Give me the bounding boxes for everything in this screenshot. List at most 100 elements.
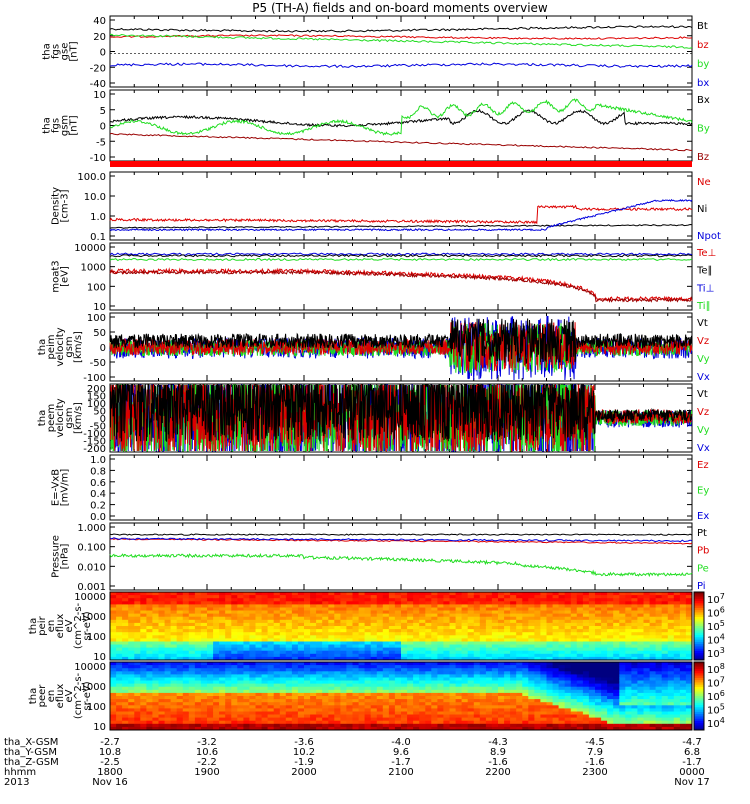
ion-spectrogram-cell (395, 629, 402, 633)
electron-spectrogram-cell (195, 721, 202, 725)
electron-spectrogram-cell (365, 681, 372, 685)
ion-spectrogram-cell (492, 598, 499, 602)
ion-spectrogram-cell (504, 635, 511, 639)
ion-spectrogram-cell (377, 638, 384, 642)
ion-spectrogram-cell (425, 635, 432, 639)
electron-spectrogram-cell (122, 708, 129, 712)
electron-spectrogram-cell (516, 693, 523, 697)
electron-spectrogram-cell (231, 684, 238, 688)
ion-spectrogram-cell (613, 604, 620, 608)
electron-spectrogram-cell (340, 693, 347, 697)
electron-spectrogram-cell (510, 724, 517, 728)
ion-spectrogram-cell (504, 651, 511, 655)
ion-spectrogram-cell (462, 635, 469, 639)
electron-spectrogram-cell (547, 684, 554, 688)
electron-spectrogram-cell (146, 687, 153, 691)
electron-spectrogram-cell (159, 708, 166, 712)
ion-spectrogram-cell (516, 614, 523, 618)
electron-spectrogram-cell (474, 721, 481, 725)
electron-spectrogram-cell (662, 684, 669, 688)
electron-spectrogram-cell (625, 668, 632, 672)
electron-spectrogram-cell (298, 696, 305, 700)
electron-spectrogram-cell (431, 665, 438, 669)
ion-spectrogram-cell (371, 648, 378, 652)
electron-spectrogram-cell (171, 696, 178, 700)
ion-spectrogram-cell (346, 629, 353, 633)
ytick-label: 0 (100, 343, 106, 354)
electron-spectrogram-cell (425, 715, 432, 719)
ion-spectrogram-cell (213, 645, 220, 649)
ion-spectrogram-cell (680, 617, 687, 621)
electron-spectrogram-cell (237, 681, 244, 685)
electron-spectrogram-cell (583, 684, 590, 688)
electron-spectrogram-cell (371, 662, 378, 666)
electron-spectrogram-cell (110, 699, 117, 703)
ion-spectrogram-cell (134, 604, 141, 608)
electron-spectrogram-cell (207, 687, 214, 691)
ion-spectrogram-cell (437, 620, 444, 624)
electron-spectrogram-cell (377, 693, 384, 697)
ion-spectrogram-cell (334, 635, 341, 639)
ion-spectrogram-cell (456, 598, 463, 602)
electron-spectrogram-cell (165, 662, 172, 666)
ion-spectrogram-cell (413, 629, 420, 633)
electron-spectrogram-cell (262, 671, 269, 675)
ion-spectrogram-cell (353, 620, 360, 624)
ion-spectrogram-cell (547, 632, 554, 636)
ion-spectrogram-cell (377, 595, 384, 599)
electron-spectrogram-cell (201, 702, 208, 706)
electron-spectrogram-cell (565, 724, 572, 728)
electron-spectrogram-cell (443, 699, 450, 703)
electron-spectrogram-cell (256, 674, 263, 678)
ion-spectrogram-cell (292, 626, 299, 630)
electron-spectrogram-cell (340, 696, 347, 700)
ion-spectrogram-cell (359, 611, 366, 615)
electron-spectrogram-cell (280, 705, 287, 709)
ion-spectrogram-cell (637, 620, 644, 624)
electron-spectrogram-cell (668, 690, 675, 694)
electron-spectrogram-cell (256, 724, 263, 728)
ion-spectrogram-cell (298, 629, 305, 633)
electron-spectrogram-cell (310, 724, 317, 728)
ion-spectrogram-cell (540, 651, 547, 655)
ion-spectrogram-cell (207, 648, 214, 652)
colorbar-label: 107 (707, 592, 725, 606)
legend-by: by (697, 59, 709, 70)
electron-spectrogram-cell (353, 708, 360, 712)
ion-spectrogram-cell (383, 654, 390, 658)
electron-spectrogram-cell (365, 671, 372, 675)
ion-spectrogram-cell (462, 601, 469, 605)
ion-spectrogram-cell (237, 595, 244, 599)
ion-spectrogram-cell (631, 595, 638, 599)
legend-Vt: Vt (697, 318, 708, 329)
electron-spectrogram-cell (413, 715, 420, 719)
ion-spectrogram-cell (310, 645, 317, 649)
electron-spectrogram-cell (534, 665, 541, 669)
electron-spectrogram-cell (589, 721, 596, 725)
electron-spectrogram-cell (474, 705, 481, 709)
ion-spectrogram-cell (443, 645, 450, 649)
electron-spectrogram-cell (656, 681, 663, 685)
ion-spectrogram-cell (256, 635, 263, 639)
ion-spectrogram-cell (365, 648, 372, 652)
ion-spectrogram-cell (328, 629, 335, 633)
electron-spectrogram-cell (559, 699, 566, 703)
ion-spectrogram-cell (565, 648, 572, 652)
electron-spectrogram-cell (256, 690, 263, 694)
ion-spectrogram-cell (468, 598, 475, 602)
electron-spectrogram-cell (316, 702, 323, 706)
ion-spectrogram-cell (122, 629, 129, 633)
ion-spectrogram-cell (662, 623, 669, 627)
electron-spectrogram-cell (249, 718, 256, 722)
electron-spectrogram-cell (286, 674, 293, 678)
ion-spectrogram-cell (249, 626, 256, 630)
ion-spectrogram-cell (656, 651, 663, 655)
ion-spectrogram-cell (316, 617, 323, 621)
ion-spectrogram-cell (559, 604, 566, 608)
electron-spectrogram-cell (565, 699, 572, 703)
electron-spectrogram-cell (425, 718, 432, 722)
ion-spectrogram-cell (383, 592, 390, 596)
ion-spectrogram-cell (437, 648, 444, 652)
ion-spectrogram-cell (389, 635, 396, 639)
